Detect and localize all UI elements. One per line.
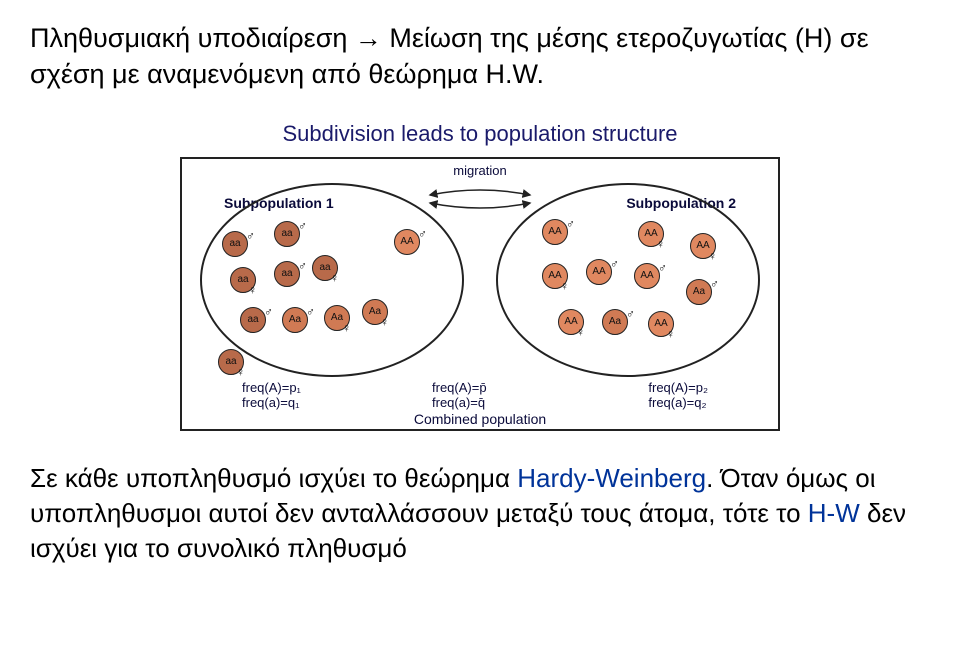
individual-left: aa: [230, 267, 256, 293]
individual-right: AA: [558, 309, 584, 335]
individual-right: AA: [690, 233, 716, 259]
bp-pre: Σε κάθε υποπληθυσμό ισχύει το θεώρημα: [30, 463, 517, 493]
hw-term-2: H-W: [808, 498, 860, 528]
individual-right: Aa: [686, 279, 712, 305]
individual-right: AA: [648, 311, 674, 337]
diagram-frame: migration Subpopulation 1 Su: [180, 157, 780, 431]
migration-arrow-icon: [425, 189, 535, 207]
individual-left: Aa: [324, 305, 350, 331]
top-paragraph: Πληθυσμιακή υποδιαίρεση → Μείωση της μέσ…: [30, 20, 930, 93]
individual-right: AA: [542, 219, 568, 245]
individual-right: AA: [542, 263, 568, 289]
migration-label: migration: [453, 163, 506, 178]
individual-left: aa: [222, 231, 248, 257]
combined-label: Combined population: [414, 411, 546, 427]
hw-term-1: Hardy-Weinberg: [517, 463, 706, 493]
individual-left: aa: [274, 221, 300, 247]
individual-left: aa: [218, 349, 244, 375]
individual-left: aa: [240, 307, 266, 333]
bottom-paragraph: Σε κάθε υποπληθυσμό ισχύει το θεώρημα Ha…: [30, 461, 930, 566]
individual-right: AA: [638, 221, 664, 247]
individual-left: AA: [394, 229, 420, 255]
diagram-canvas: migration Subpopulation 1 Su: [182, 159, 778, 429]
freq-right: freq(A)=p₂freq(a)=q₂: [648, 381, 708, 411]
individual-right: AA: [634, 263, 660, 289]
subpop2-ellipse: [496, 183, 760, 377]
individual-left: aa: [312, 255, 338, 281]
diagram-title: Subdivision leads to population structur…: [30, 121, 930, 147]
freq-left: freq(A)=p₁freq(a)=q₁: [242, 381, 301, 411]
individual-left: Aa: [282, 307, 308, 333]
individual-left: aa: [274, 261, 300, 287]
individual-right: Aa: [602, 309, 628, 335]
individual-right: AA: [586, 259, 612, 285]
individual-left: Aa: [362, 299, 388, 325]
freq-center: freq(A)=p̄freq(a)=q̄: [432, 381, 487, 411]
